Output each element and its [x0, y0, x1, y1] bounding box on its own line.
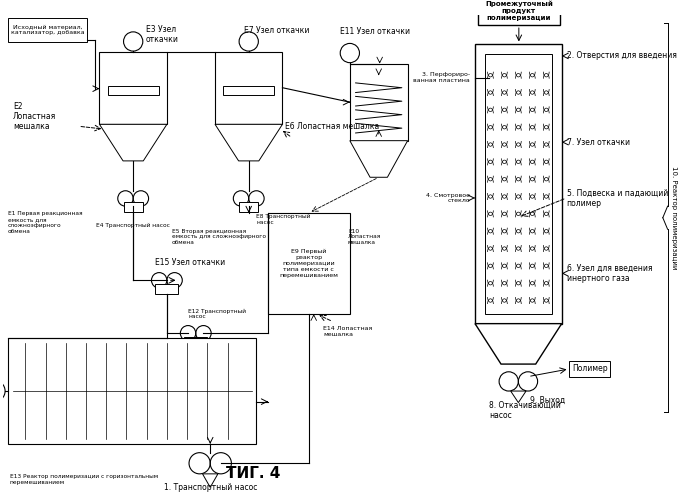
Bar [475, 44, 561, 324]
Text: ΤИГ. 4: ΤИГ. 4 [226, 466, 281, 481]
Polygon shape [99, 124, 167, 161]
Text: 4. Смотровое
стекло: 4. Смотровое стекло [426, 193, 470, 204]
Bar [155, 284, 178, 294]
Bar [8, 18, 87, 42]
Text: Е7 Узел откачки: Е7 Узел откачки [244, 26, 309, 36]
Polygon shape [475, 324, 561, 364]
Bar [478, 0, 560, 25]
Text: Е14 Лопастная
мешалка: Е14 Лопастная мешалка [323, 326, 372, 337]
Bar [123, 203, 143, 212]
Text: Е10
Лопастная
мешалка: Е10 Лопастная мешалка [348, 229, 382, 245]
Bar [223, 86, 274, 95]
Text: Е9 Первый
реактор
полимеризации
типа емкости с
перемешиванием: Е9 Первый реактор полимеризации типа емк… [279, 249, 338, 278]
Polygon shape [511, 391, 526, 403]
Text: 7. Узел откачки: 7. Узел откачки [566, 138, 629, 147]
Text: 2. Отверстия для введения: 2. Отверстия для введения [566, 51, 676, 60]
Polygon shape [202, 474, 218, 488]
Bar [239, 203, 258, 212]
Text: Е12 Транспортный
насос: Е12 Транспортный насос [188, 309, 246, 320]
Text: 9. Выход: 9. Выход [530, 396, 565, 405]
Text: Е6 Лопастная мешалка: Е6 Лопастная мешалка [286, 122, 379, 131]
Text: Е13 Реактор полимеризации с горизонтальным
перемешиванием: Е13 Реактор полимеризации с горизонтальн… [10, 474, 158, 485]
Text: Е3 Узел
откачки: Е3 Узел откачки [146, 25, 178, 44]
Bar [184, 337, 207, 347]
Text: 10. Реактор полимеризации: 10. Реактор полимеризации [671, 166, 678, 269]
Bar [350, 64, 407, 141]
Text: Е8 Транспортный
насос: Е8 Транспортный насос [256, 214, 311, 225]
Text: Е4 Транспортный насос: Е4 Транспортный насос [96, 223, 170, 228]
Text: Полимер: Полимер [572, 365, 608, 373]
Bar [268, 213, 350, 314]
Polygon shape [215, 124, 282, 161]
Polygon shape [350, 141, 407, 177]
Bar [8, 338, 256, 444]
Text: Е15 Узел откачки: Е15 Узел откачки [155, 258, 225, 267]
Text: 5. Подвеска и падающий
полимер: 5. Подвеска и падающий полимер [566, 188, 668, 207]
Text: Е11 Узел откачки: Е11 Узел откачки [340, 27, 410, 37]
Text: Е5 Вторая реакционная
емкость для сложноэфирного
обмена: Е5 Вторая реакционная емкость для сложно… [172, 229, 266, 245]
Text: Исходный материал,
катализатор, добавка: Исходный материал, катализатор, добавка [10, 25, 84, 36]
Bar [108, 86, 159, 95]
Text: 6. Узел для введения
инертного газа: 6. Узел для введения инертного газа [566, 264, 652, 283]
Bar [99, 52, 167, 124]
Bar [569, 361, 610, 376]
Text: Е2
Лопастная
мешалка: Е2 Лопастная мешалка [13, 102, 56, 131]
Text: Промежуточный
продукт
полимеризации: Промежуточный продукт полимеризации [485, 0, 553, 21]
Text: 1. Транспортный насос: 1. Транспортный насос [164, 483, 257, 492]
Text: Е1 Первая реакционная
емкость для
сложноэфирного
обмена: Е1 Первая реакционная емкость для сложно… [8, 211, 83, 234]
Text: 8. Откачивающий
насос: 8. Откачивающий насос [489, 401, 561, 420]
Bar [484, 54, 552, 314]
Text: 3. Перфориро-
ванная пластина: 3. Перфориро- ванная пластина [414, 73, 470, 83]
Bar [215, 52, 282, 124]
